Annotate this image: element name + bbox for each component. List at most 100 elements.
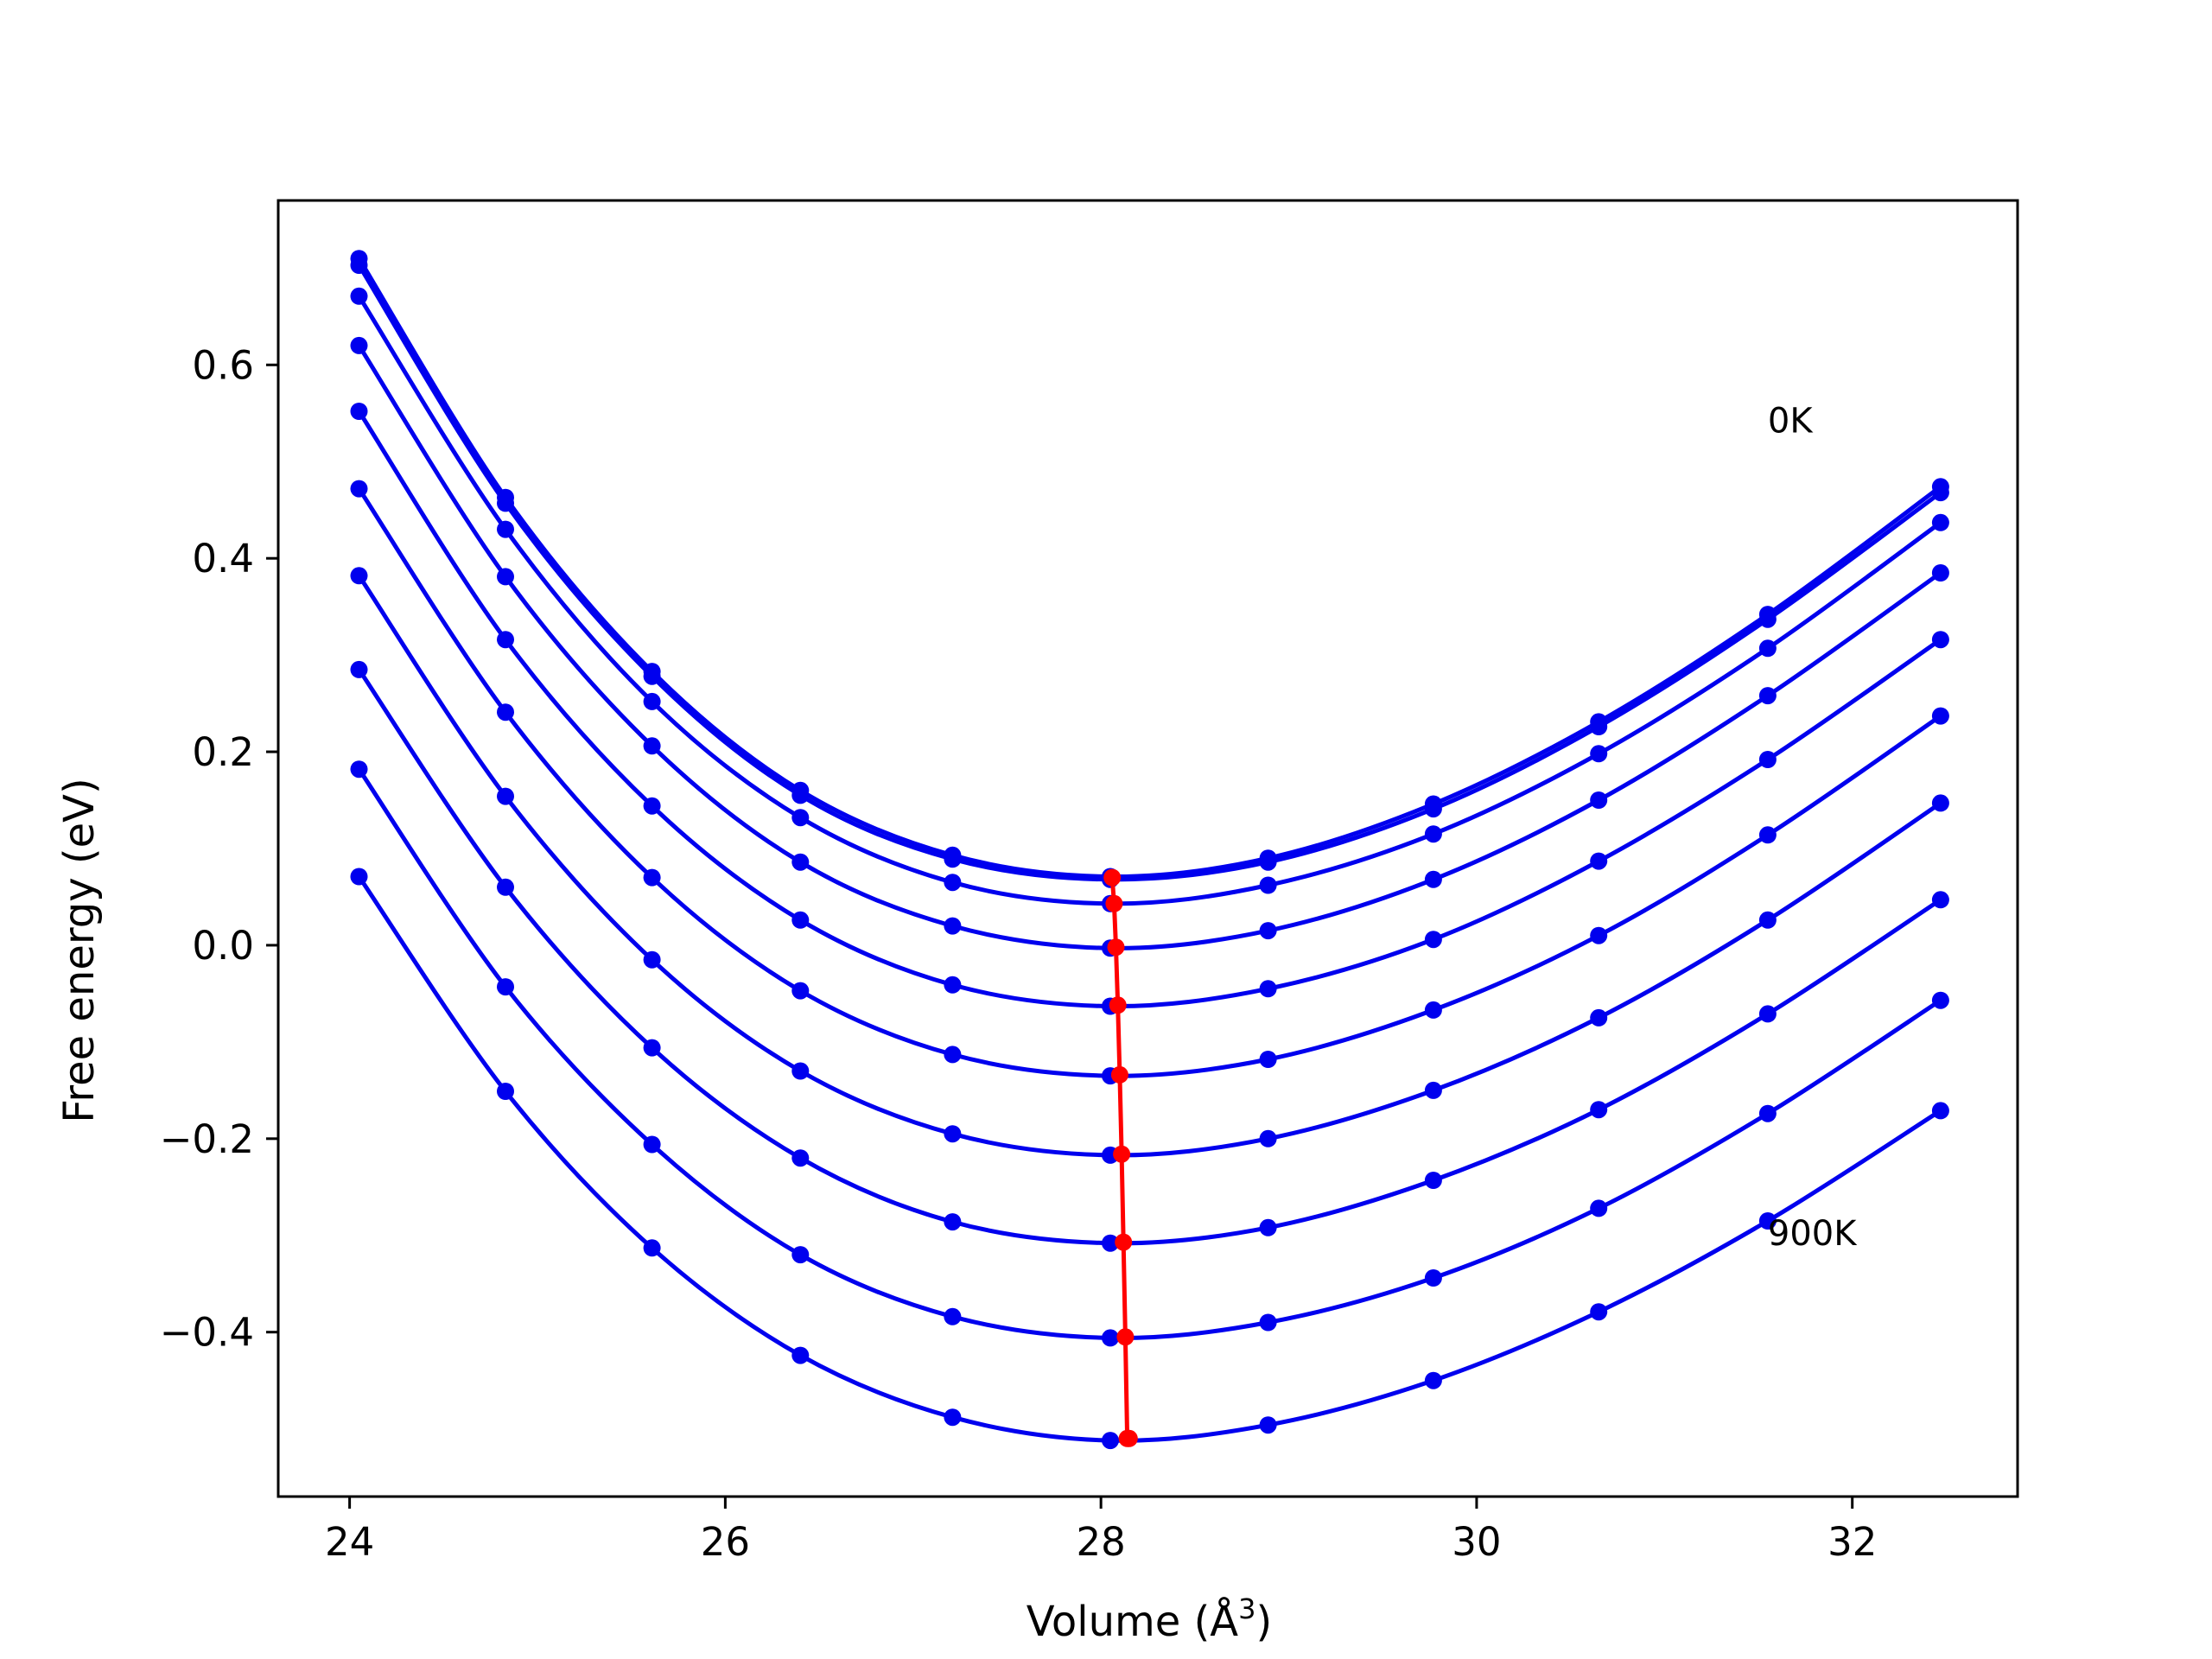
x-axis-label-superscript: 3 (1238, 1592, 1255, 1625)
series-7-point-2 (643, 1039, 661, 1057)
series-8-point-4 (944, 1307, 962, 1325)
series-7-point-6 (1259, 1218, 1277, 1236)
series-3-point-10 (1931, 564, 1949, 582)
series-1-point-10 (1931, 484, 1949, 502)
series-1-point-3 (791, 786, 810, 804)
series-4-point-9 (1758, 751, 1777, 768)
series-1-point-7 (1424, 800, 1442, 818)
annotations-layer: 0K 900K (1768, 402, 1858, 1254)
series-1-point-0 (350, 257, 368, 274)
x-tick-label-2: 28 (1077, 1519, 1126, 1565)
minima-point-3 (1109, 996, 1127, 1014)
series-2-point-3 (791, 809, 810, 827)
series-2-point-4 (944, 874, 962, 892)
series-8-point-6 (1259, 1313, 1277, 1332)
series-7-point-1 (497, 878, 514, 896)
points-layer (350, 250, 1949, 1450)
series-4-point-3 (791, 911, 810, 929)
series-2-point-2 (643, 692, 661, 710)
series-6-point-3 (791, 1062, 810, 1080)
series-5-point-9 (1758, 826, 1777, 844)
series-4-point-7 (1424, 931, 1442, 949)
series-3-point-6 (1259, 922, 1277, 940)
y-tick-label-5: 0.6 (192, 342, 254, 388)
series-9-point-9 (1758, 1212, 1777, 1230)
series-7-point-7 (1424, 1172, 1442, 1189)
y-axis-label: Free energy (eV) (55, 778, 104, 1122)
series-1-point-9 (1758, 610, 1777, 628)
series-2-point-1 (497, 520, 514, 538)
series-2-point-8 (1590, 745, 1608, 763)
series-9-point-7 (1424, 1371, 1442, 1389)
series-2-point-10 (1931, 513, 1949, 531)
y-tick-label-3: 0.2 (192, 729, 254, 775)
series-9-point-5 (1102, 1432, 1119, 1450)
series-5-point-7 (1424, 1001, 1442, 1019)
series-5-point-0 (350, 480, 368, 498)
y-tick-label-4: 0.4 (192, 536, 254, 582)
series-7-point-8 (1590, 1101, 1608, 1119)
series-7-point-0 (350, 660, 368, 678)
series-8-point-5 (1102, 1329, 1119, 1347)
series-9-point-0 (350, 868, 368, 886)
series-7-point-9 (1758, 1005, 1777, 1023)
series-7-point-3 (791, 1149, 810, 1167)
x-axis-label: Volume (Å3) (1027, 1592, 1272, 1646)
series-4-point-0 (350, 403, 368, 420)
series-2-point-6 (1259, 876, 1277, 894)
minima-point-4 (1110, 1065, 1128, 1084)
series-8-point-8 (1590, 1199, 1608, 1217)
series-2-point-9 (1758, 639, 1777, 658)
y-axis-ticks: −0.4 −0.2 0.0 0.2 0.4 0.6 (160, 342, 278, 1356)
series-8-point-2 (643, 1135, 661, 1154)
series-1-point-6 (1259, 853, 1277, 871)
plot-frame (276, 199, 2019, 1498)
series-5-point-8 (1590, 926, 1608, 944)
y-tick-label-1: −0.2 (160, 1116, 254, 1162)
series-6-point-7 (1424, 1081, 1442, 1099)
series-9-point-6 (1259, 1416, 1277, 1434)
series-3-point-2 (643, 737, 661, 755)
series-6-point-1 (497, 787, 514, 805)
series-9-point-2 (643, 1239, 661, 1257)
series-9-point-8 (1590, 1303, 1608, 1321)
series-8-point-3 (791, 1246, 810, 1264)
series-5-point-10 (1931, 707, 1949, 725)
minima-line (1109, 877, 1130, 1441)
y-tick-label-2: 0.0 (192, 923, 254, 969)
series-5-point-1 (497, 703, 514, 721)
series-2-point-7 (1424, 825, 1442, 843)
x-tick-label-3: 30 (1452, 1519, 1501, 1565)
series-8-point-7 (1424, 1269, 1442, 1287)
series-6-point-0 (350, 567, 368, 585)
x-tick-label-1: 26 (701, 1519, 750, 1565)
series-1-point-4 (944, 850, 962, 868)
series-6-point-2 (643, 950, 661, 969)
series-9-point-3 (791, 1346, 810, 1364)
series-5-point-4 (944, 1046, 962, 1064)
series-6-point-4 (944, 1125, 962, 1143)
minima-point-1 (1105, 894, 1123, 912)
minima-point-6 (1115, 1233, 1133, 1251)
series-3-point-8 (1590, 791, 1608, 809)
series-6-point-10 (1931, 794, 1949, 812)
minima-point-0 (1103, 868, 1122, 887)
series-7-point-5 (1102, 1234, 1119, 1252)
series-9-point-1 (497, 1083, 514, 1100)
series-3-point-7 (1424, 870, 1442, 888)
minima-point-7 (1116, 1328, 1135, 1346)
y-tick-label-0: −0.4 (160, 1310, 254, 1356)
series-8-point-9 (1758, 1104, 1777, 1122)
series-1-point-1 (497, 494, 514, 512)
series-5-point-6 (1259, 1051, 1277, 1068)
series-3-point-4 (944, 917, 962, 935)
series-6-point-6 (1259, 1129, 1277, 1147)
series-4-point-4 (944, 976, 962, 994)
series-3-point-0 (350, 336, 368, 354)
series-3-point-3 (791, 853, 810, 871)
series-1-point-2 (643, 667, 661, 685)
minima-point-2 (1107, 938, 1125, 957)
x-axis-ticks: 24 26 28 30 32 (325, 1497, 1877, 1565)
minima-point-5 (1113, 1145, 1131, 1163)
